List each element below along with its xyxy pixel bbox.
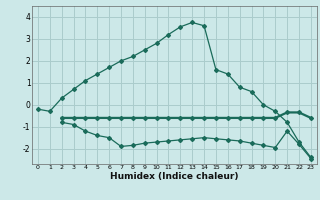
X-axis label: Humidex (Indice chaleur): Humidex (Indice chaleur) xyxy=(110,172,239,181)
